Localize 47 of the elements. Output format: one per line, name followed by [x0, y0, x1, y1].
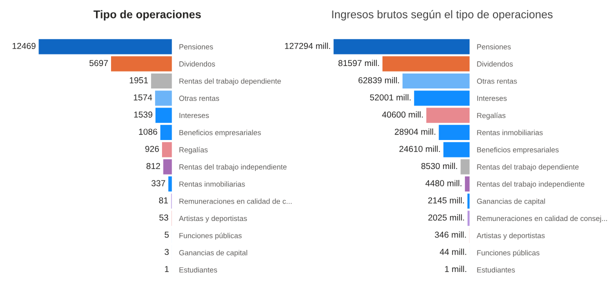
data-label: 53 [159, 214, 168, 221]
bar [426, 108, 470, 123]
data-label: 5 [164, 232, 169, 238]
bar [334, 39, 470, 54]
data-label: 81597 mill. [338, 60, 379, 66]
data-label: 3 [164, 248, 169, 255]
data-label: 40600 mill. [382, 111, 423, 118]
data-label: 926 [145, 146, 159, 152]
data-label: 8530 mill. [421, 162, 458, 170]
data-label: 62839 mill. [358, 76, 399, 84]
data-label: 81 [159, 197, 168, 204]
data-label: 1 mill. [445, 266, 466, 272]
bar [111, 56, 172, 72]
bar [414, 90, 470, 106]
data-label: 12469 [12, 42, 36, 49]
data-label: 44 mill. [440, 248, 466, 255]
bar [160, 124, 172, 140]
bar [162, 142, 172, 158]
data-label: 52001 mill. [370, 94, 411, 100]
data-label: 812 [146, 163, 160, 170]
data-label: 1574 [134, 94, 152, 100]
bar [438, 124, 470, 140]
bar [382, 56, 470, 72]
data-label: 346 mill. [434, 231, 466, 238]
bar [460, 159, 470, 174]
bar [155, 108, 172, 123]
bar [38, 39, 172, 54]
chart-title: Tipo de operaciones [94, 10, 201, 21]
bar [464, 176, 470, 192]
bar [443, 142, 470, 158]
data-label: 337 [152, 180, 166, 186]
data-label: 1 [165, 266, 169, 272]
data-label: 2025 mill. [428, 214, 464, 221]
data-label: 2145 mill. [428, 197, 464, 204]
data-label: 24610 mill. [399, 146, 440, 152]
data-label: 1951 [130, 77, 148, 84]
data-label: 28904 mill. [394, 128, 436, 135]
data-label: 1086 [139, 128, 158, 135]
bar [155, 90, 172, 106]
data-label: 4480 mill. [425, 180, 462, 186]
data-label: 127294 mill. [285, 42, 330, 49]
bar [151, 73, 172, 89]
bar [163, 159, 172, 174]
data-label: 5697 [89, 60, 108, 66]
bar [402, 73, 470, 89]
data-label: 1539 [134, 112, 152, 118]
chart-title: Ingresos brutos según el tipo de operaciones [332, 10, 553, 21]
